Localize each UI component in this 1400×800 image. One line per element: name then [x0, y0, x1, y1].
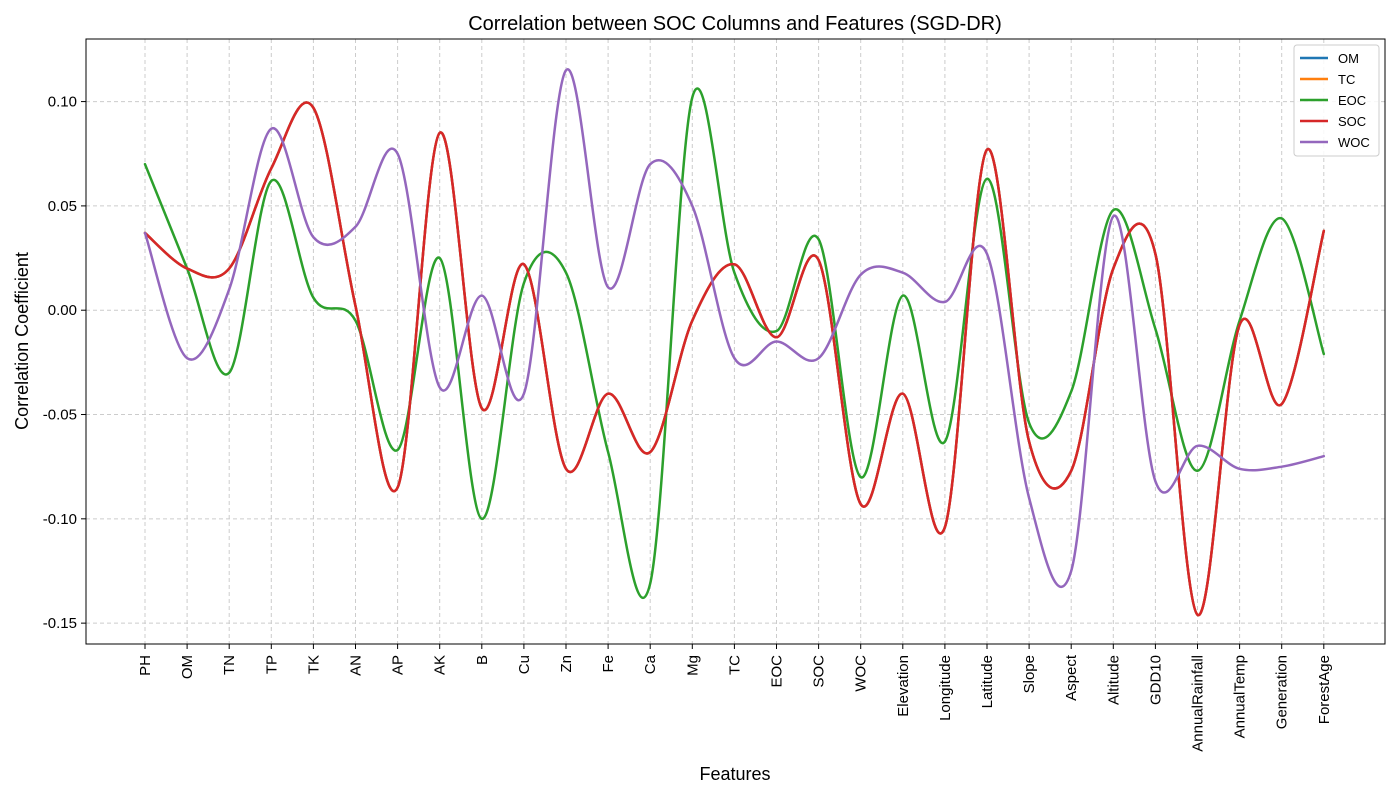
x-tick-label: TC: [726, 655, 743, 675]
plot-area-frame: [85, 38, 1386, 645]
x-tick-label: SOC: [811, 655, 828, 688]
legend-label: WOC: [1338, 135, 1370, 150]
x-tick-label: Zn: [558, 655, 575, 673]
x-tick-label: Mg: [684, 655, 701, 676]
x-tick-label: Slope: [1021, 655, 1038, 693]
x-tick-label: Cu: [516, 655, 533, 674]
legend: OM TC EOC SOC WOC: [1293, 44, 1380, 157]
x-tick-label: Elevation: [895, 655, 912, 717]
x-tick-label: Longitude: [937, 655, 954, 721]
x-tick-label: ForestAge: [1316, 655, 1333, 724]
x-tick-label: TN: [221, 655, 238, 675]
x-tick-label: PH: [137, 655, 154, 676]
legend-label: EOC: [1338, 93, 1366, 108]
x-tick-label: WOC: [853, 655, 870, 692]
x-tick-label: Altitude: [1105, 655, 1122, 705]
x-tick-label: GDD10: [1147, 655, 1164, 705]
x-tick-label: AP: [390, 655, 407, 675]
x-tick-label: Latitude: [979, 655, 996, 708]
legend-box: [1293, 44, 1380, 157]
y-tick-label: -0.15: [43, 615, 77, 632]
series-layer: [143, 68, 1326, 617]
x-tick-label: AnnualTemp: [1232, 655, 1249, 738]
series-line-soc: [143, 101, 1326, 617]
x-axis: PH OM TN TP TK AN AP AK B Cu Zn Fe Ca Mg TC EOC SOC WOC El…: [137, 644, 1333, 752]
x-tick-label: B: [474, 655, 491, 665]
y-tick-label: -0.10: [43, 511, 77, 528]
y-tick-label: -0.05: [43, 407, 77, 424]
x-tick-label: OM: [179, 655, 196, 679]
x-tick-label: Ca: [642, 654, 659, 674]
x-tick-label: Generation: [1274, 655, 1291, 729]
y-axis: -0.15 -0.10 -0.05 0.00 0.05 0.10: [43, 94, 86, 632]
series-line-eoc: [143, 87, 1326, 600]
y-tick-label: 0.00: [48, 302, 77, 319]
chart-title: Correlation between SOC Columns and Feat…: [468, 13, 1002, 35]
legend-label: OM: [1338, 51, 1359, 66]
grid-layer: [86, 39, 1385, 644]
x-tick-label: Fe: [600, 655, 617, 673]
y-tick-label: 0.05: [48, 198, 77, 215]
y-axis-label: Correlation Coefficient: [12, 252, 32, 430]
x-tick-label: Aspect: [1063, 654, 1080, 701]
x-tick-label: EOC: [769, 655, 786, 688]
series-line-woc: [143, 68, 1326, 588]
x-tick-label: AN: [348, 655, 365, 676]
x-tick-label: AK: [432, 655, 449, 675]
x-tick-label: TP: [263, 655, 280, 674]
legend-label: SOC: [1338, 114, 1366, 129]
x-tick-label: TK: [305, 655, 322, 674]
legend-label: TC: [1338, 72, 1355, 87]
x-tick-label: AnnualRainfall: [1190, 655, 1207, 752]
x-axis-label: Features: [699, 764, 770, 784]
y-tick-label: 0.10: [48, 94, 77, 111]
